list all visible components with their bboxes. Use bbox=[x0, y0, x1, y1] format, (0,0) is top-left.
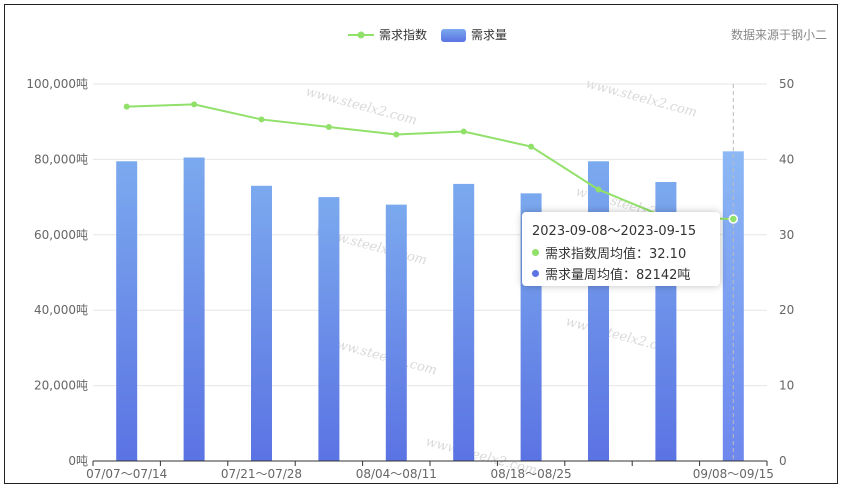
legend-label: 需求量 bbox=[471, 28, 507, 42]
bar bbox=[722, 151, 744, 462]
chart-frame: www.steelx2.com www.steelx2.com www.steelx… bbox=[4, 4, 838, 484]
bar bbox=[318, 197, 340, 461]
line-point bbox=[595, 186, 602, 193]
tooltip: 2023-09-08～2023-09-15 需求指数周均值：32.10 需求量周… bbox=[522, 212, 720, 286]
tooltip-row-index: 需求指数周均值：32.10 bbox=[532, 243, 710, 262]
bar bbox=[116, 161, 138, 461]
x-tick-label: 07/07～07/14 bbox=[86, 467, 167, 481]
x-tick-label: 08/18～08/25 bbox=[491, 467, 572, 481]
y-left-tick-label: 0吨 bbox=[68, 454, 88, 468]
legend[interactable]: 需求指数 需求量 bbox=[348, 27, 507, 42]
chart-canvas: www.steelx2.com www.steelx2.com www.steelx… bbox=[26, 27, 827, 481]
data-source-label: 数据来源于钢小二 bbox=[731, 27, 827, 42]
bar-series bbox=[116, 151, 744, 462]
line-point bbox=[393, 131, 400, 138]
line-path bbox=[126, 103, 734, 220]
bar bbox=[251, 185, 272, 462]
watermark-text: www.steelx2.com bbox=[584, 76, 699, 120]
y-right-tick-label: 30 bbox=[779, 228, 794, 242]
tooltip-row-volume: 需求量周均值：82142吨 bbox=[532, 264, 710, 283]
line-point bbox=[728, 214, 739, 224]
tooltip-row-label: 需求量周均值：82142吨 bbox=[545, 268, 691, 283]
watermark-text: www.steelx2.com bbox=[304, 84, 419, 128]
line-point bbox=[191, 101, 198, 108]
x-tick-label: 08/04～08/11 bbox=[356, 467, 437, 481]
legend-bar-icon bbox=[441, 29, 466, 42]
y-left-tick-label: 60,000吨 bbox=[34, 228, 88, 242]
y-right-tick-label: 10 bbox=[779, 379, 794, 393]
y-left-tick-label: 100,000吨 bbox=[26, 77, 88, 91]
bar bbox=[385, 204, 407, 461]
y-left-tick-label: 80,000吨 bbox=[34, 152, 88, 166]
grid-lines bbox=[93, 83, 767, 387]
x-tick-label: 07/21～07/28 bbox=[221, 467, 302, 481]
y-right-tick-label: 40 bbox=[779, 152, 794, 166]
y-left-tick-label: 20,000吨 bbox=[34, 379, 88, 393]
tooltip-title: 2023-09-08～2023-09-15 bbox=[532, 224, 697, 239]
x-tick-label: 09/08～09/15 bbox=[693, 467, 774, 481]
line-point bbox=[528, 143, 535, 150]
line-series-marker-icon bbox=[532, 249, 539, 256]
tooltip-row-label: 需求指数周均值：32.10 bbox=[545, 247, 687, 262]
bar bbox=[588, 161, 609, 461]
legend-label: 需求指数 bbox=[379, 27, 427, 42]
axes: 0吨 0 20,000吨 10 40,000吨 20 60,000吨 30 80,000吨 40 1… bbox=[26, 77, 794, 481]
y-left-tick-label: 40,000吨 bbox=[34, 303, 88, 317]
bar bbox=[453, 183, 475, 461]
line-point bbox=[325, 123, 332, 130]
bar-series-marker-icon bbox=[532, 270, 539, 277]
bar bbox=[183, 157, 205, 461]
line-series bbox=[123, 101, 739, 224]
y-right-tick-label: 50 bbox=[779, 77, 794, 91]
y-right-tick-label: 0 bbox=[779, 454, 787, 468]
line-point bbox=[460, 128, 467, 135]
watermark-text: www.steelx2.com bbox=[324, 334, 439, 378]
line-point bbox=[258, 116, 265, 123]
line-point bbox=[123, 103, 130, 110]
legend-line-marker-icon bbox=[357, 31, 365, 39]
y-right-tick-label: 20 bbox=[779, 303, 794, 317]
